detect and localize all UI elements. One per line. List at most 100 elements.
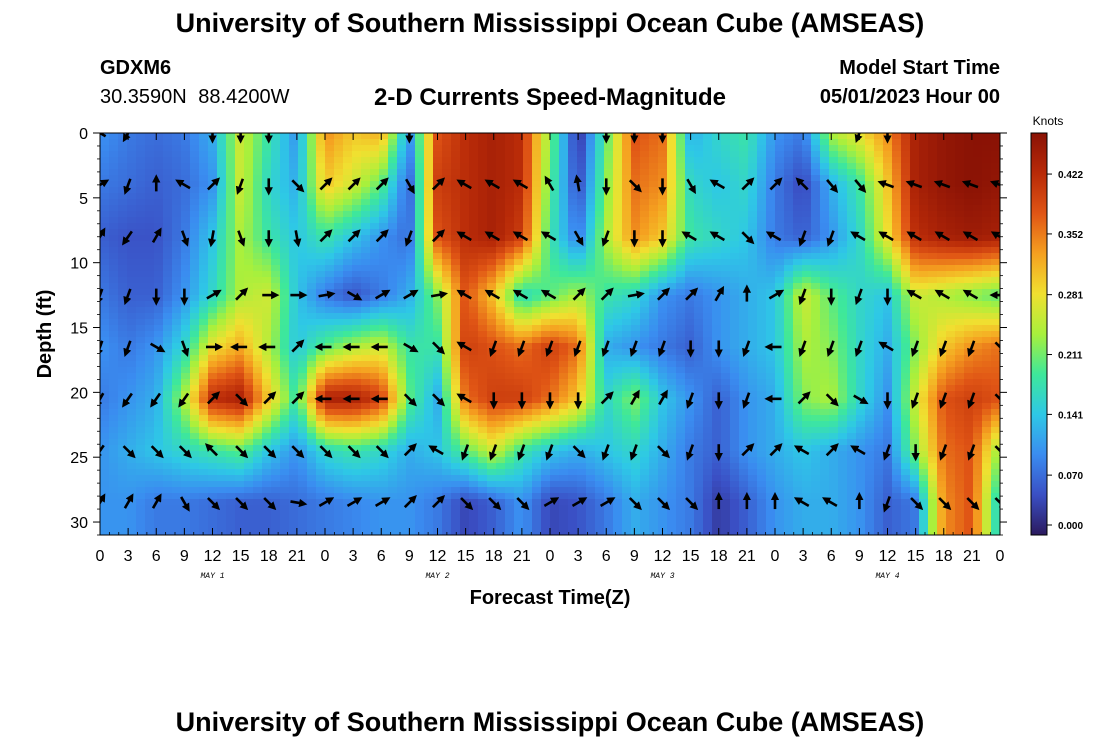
heatmap-cell xyxy=(442,385,452,392)
heatmap-cell xyxy=(343,253,353,260)
heatmap-cell xyxy=(415,241,425,248)
heatmap-cell xyxy=(217,211,227,218)
heatmap-cell xyxy=(109,499,119,506)
heatmap-cell xyxy=(361,391,371,398)
heatmap-cell xyxy=(361,481,371,488)
heatmap-cell xyxy=(613,265,623,272)
heatmap-cell xyxy=(298,415,308,422)
heatmap-cell xyxy=(496,511,506,518)
heatmap-cell xyxy=(136,265,146,272)
heatmap-cell xyxy=(730,379,740,386)
heatmap-cell xyxy=(118,181,128,188)
heatmap-cell xyxy=(424,517,434,524)
heatmap-cell xyxy=(487,187,497,194)
heatmap-cell xyxy=(514,133,524,140)
heatmap-cell xyxy=(559,469,569,476)
heatmap-cell xyxy=(586,349,596,356)
heatmap-cell xyxy=(316,277,326,284)
heatmap-cell xyxy=(730,439,740,446)
heatmap-cell xyxy=(280,463,290,470)
heatmap-cell xyxy=(145,493,155,500)
heatmap-cell xyxy=(163,511,173,518)
heatmap-cell xyxy=(514,283,524,290)
heatmap-cell xyxy=(595,337,605,344)
heatmap-cell xyxy=(181,199,191,206)
heatmap-cell xyxy=(424,235,434,242)
heatmap-cell xyxy=(730,235,740,242)
heatmap-cell xyxy=(613,475,623,482)
heatmap-cell xyxy=(172,235,182,242)
heatmap-cell xyxy=(478,385,488,392)
heatmap-cell xyxy=(289,265,299,272)
heatmap-cell xyxy=(163,193,173,200)
heatmap-cell xyxy=(496,517,506,524)
heatmap-cell xyxy=(334,289,344,296)
heatmap-cell xyxy=(631,289,641,296)
heatmap-cell xyxy=(442,337,452,344)
heatmap-cell xyxy=(334,421,344,428)
heatmap-cell xyxy=(514,211,524,218)
heatmap-cell xyxy=(487,295,497,302)
heatmap-cell xyxy=(523,475,533,482)
heatmap-cell xyxy=(289,157,299,164)
heatmap-cell xyxy=(478,487,488,494)
heatmap-cell xyxy=(559,427,569,434)
heatmap-cell xyxy=(541,139,551,146)
heatmap-cell xyxy=(343,523,353,530)
heatmap-cell xyxy=(595,295,605,302)
heatmap-cell xyxy=(343,337,353,344)
heatmap-cell xyxy=(289,301,299,308)
heatmap-cell xyxy=(559,391,569,398)
heatmap-cell xyxy=(109,445,119,452)
heatmap-cell xyxy=(208,433,218,440)
heatmap-cell xyxy=(757,157,767,164)
heatmap-cell xyxy=(109,139,119,146)
heatmap-cell xyxy=(361,229,371,236)
heatmap-cell xyxy=(757,319,767,326)
heatmap-cell xyxy=(388,199,398,206)
heatmap-cell xyxy=(703,517,713,524)
heatmap-cell xyxy=(658,463,668,470)
heatmap-cell xyxy=(703,493,713,500)
heatmap-cell xyxy=(406,361,416,368)
heatmap-cell xyxy=(496,169,506,176)
heatmap-cell xyxy=(109,349,119,356)
heatmap-cell xyxy=(370,307,380,314)
heatmap-cell xyxy=(577,229,587,236)
heatmap-cell xyxy=(595,163,605,170)
heatmap-cell xyxy=(370,481,380,488)
heatmap-cell xyxy=(397,445,407,452)
heatmap-cell xyxy=(559,349,569,356)
heatmap-cell xyxy=(613,187,623,194)
heatmap-cell xyxy=(469,361,479,368)
heatmap-cell xyxy=(109,181,119,188)
heatmap-cell xyxy=(109,313,119,320)
heatmap-cell xyxy=(595,355,605,362)
heatmap-cell xyxy=(244,151,254,158)
heatmap-cell xyxy=(109,457,119,464)
heatmap-cell xyxy=(100,511,110,518)
heatmap-cell xyxy=(532,517,542,524)
heatmap-cell xyxy=(361,439,371,446)
heatmap-cell xyxy=(559,163,569,170)
heatmap-cell xyxy=(685,157,695,164)
heatmap-cell xyxy=(451,403,461,410)
heatmap-cell xyxy=(550,169,560,176)
heatmap-cell xyxy=(424,499,434,506)
heatmap-cell xyxy=(649,469,659,476)
heatmap-cell xyxy=(226,307,236,314)
heatmap-cell xyxy=(496,331,506,338)
heatmap-cell xyxy=(136,133,146,140)
heatmap-cell xyxy=(577,445,587,452)
heatmap-cell xyxy=(235,523,245,530)
heatmap-cell xyxy=(766,223,776,230)
heatmap-cell xyxy=(613,355,623,362)
heatmap-cell xyxy=(451,331,461,338)
heatmap-cell xyxy=(703,439,713,446)
heatmap-cell xyxy=(379,337,389,344)
heatmap-cell xyxy=(181,379,191,386)
heatmap-cell xyxy=(118,529,128,535)
heatmap-cell xyxy=(685,481,695,488)
heatmap-cell xyxy=(748,361,758,368)
heatmap-cell xyxy=(433,223,443,230)
